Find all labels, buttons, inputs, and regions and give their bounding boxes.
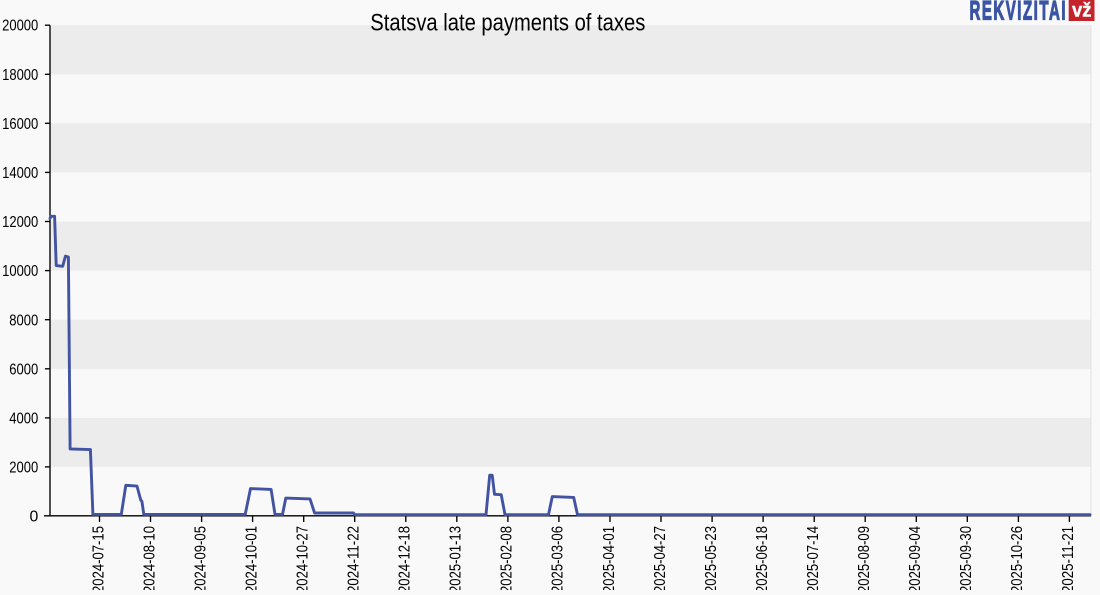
svg-text:2025-07-14: 2025-07-14	[805, 526, 822, 590]
svg-text:2025-02-08: 2025-02-08	[499, 526, 516, 590]
svg-text:2024-07-15: 2024-07-15	[90, 526, 107, 590]
svg-text:2024-11-22: 2024-11-22	[346, 526, 363, 590]
svg-text:10000: 10000	[2, 263, 38, 280]
svg-text:2024-12-18: 2024-12-18	[397, 526, 414, 590]
svg-text:2025-08-09: 2025-08-09	[856, 526, 873, 590]
svg-text:8000: 8000	[9, 312, 38, 329]
svg-text:2024-09-05: 2024-09-05	[192, 526, 209, 590]
svg-text:2025-09-04: 2025-09-04	[907, 526, 924, 590]
svg-text:2025-04-01: 2025-04-01	[601, 526, 618, 590]
svg-text:2024-10-27: 2024-10-27	[295, 526, 312, 590]
svg-text:6000: 6000	[9, 361, 38, 378]
svg-text:14000: 14000	[2, 165, 38, 182]
svg-text:2025-10-26: 2025-10-26	[1009, 526, 1026, 590]
svg-text:2025-06-18: 2025-06-18	[754, 526, 771, 590]
svg-text:2000: 2000	[9, 460, 38, 477]
svg-text:20000: 20000	[2, 18, 38, 35]
svg-text:REKVIZITAI: REKVIZITAI	[970, 0, 1066, 26]
svg-text:2025-03-06: 2025-03-06	[550, 526, 567, 590]
svg-text:0: 0	[30, 509, 39, 526]
svg-text:16000: 16000	[2, 116, 38, 133]
svg-text:vž: vž	[1072, 1, 1092, 22]
svg-text:12000: 12000	[2, 214, 38, 231]
svg-text:2025-11-21: 2025-11-21	[1060, 526, 1077, 590]
svg-text:2025-05-23: 2025-05-23	[703, 526, 720, 590]
svg-text:2025-09-30: 2025-09-30	[958, 526, 975, 590]
svg-text:18000: 18000	[2, 67, 38, 84]
svg-text:2025-01-13: 2025-01-13	[448, 526, 465, 590]
svg-text:2024-08-10: 2024-08-10	[141, 526, 158, 590]
svg-text:2025-04-27: 2025-04-27	[652, 526, 669, 590]
svg-text:2024-10-01: 2024-10-01	[243, 526, 260, 590]
svg-text:Statsva late payments of taxes: Statsva late payments of taxes	[370, 9, 645, 36]
svg-text:4000: 4000	[9, 411, 38, 428]
